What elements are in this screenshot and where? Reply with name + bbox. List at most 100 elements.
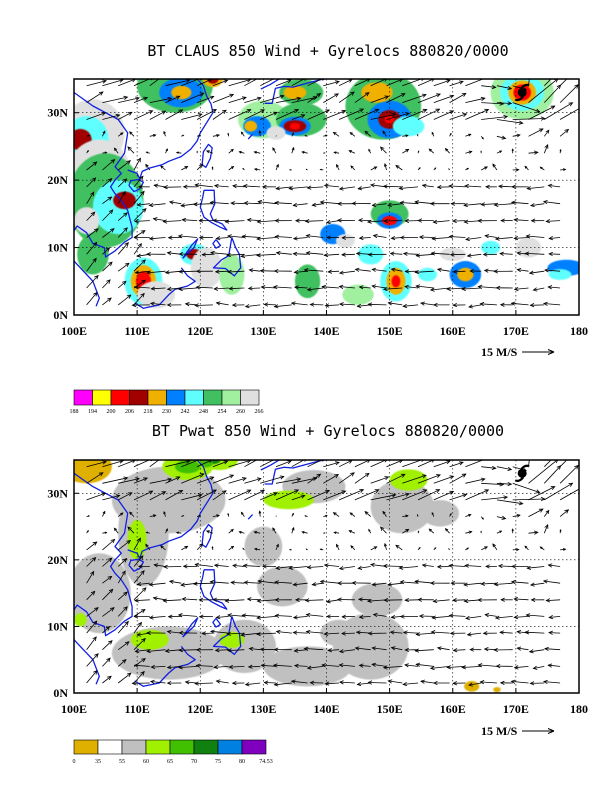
claus-wind-vector xyxy=(273,268,292,274)
claus-wind-vector xyxy=(209,200,229,205)
claus-wind-vector xyxy=(530,218,545,223)
claus-wind-vector xyxy=(226,234,245,239)
pwat-wind-vector xyxy=(480,530,482,534)
claus-wind-vector xyxy=(133,157,141,171)
pwat-wind-vector xyxy=(291,476,318,484)
claus-wind-vector xyxy=(428,148,435,154)
pwat-wind-vector xyxy=(382,563,403,569)
pwat-wind-vector xyxy=(214,648,229,653)
pwat-wind-vector xyxy=(323,563,340,568)
pwat-wind-vector xyxy=(433,490,455,501)
pwat-wind-vector xyxy=(257,579,277,584)
claus-coastline xyxy=(74,79,325,309)
pwat-wind-vector xyxy=(511,528,514,534)
claus-wind-vector xyxy=(417,167,421,171)
claus-wind-vector xyxy=(291,146,295,154)
pwat-wind-vector xyxy=(196,460,213,468)
claus-wind-vector xyxy=(496,119,524,125)
pwat-wind-vector xyxy=(228,477,247,484)
pwat-wind-vector xyxy=(244,477,262,484)
claus-wind-vector xyxy=(149,134,157,138)
pwat-wind-vector xyxy=(133,490,154,501)
claus-wind-vector xyxy=(370,166,378,171)
pwat-wind-vector xyxy=(133,637,146,650)
pwat-wind-vector xyxy=(463,582,482,587)
claus-wind-vector xyxy=(548,236,561,241)
claus-wind-vector xyxy=(275,109,300,120)
pwat-wind-vector xyxy=(292,630,308,635)
pwat-shaded-region xyxy=(244,526,283,567)
claus-wind-vector xyxy=(136,202,150,207)
pwat-wind-vector xyxy=(145,531,150,534)
pwat-wind-vector xyxy=(291,526,295,534)
claus-wind-vector xyxy=(304,219,324,224)
pwat-wind-vector xyxy=(118,460,136,468)
claus-wind-vector xyxy=(421,183,434,188)
pwat-wind-vector xyxy=(194,562,213,567)
pwat-wind-vector xyxy=(547,563,561,568)
pwat-wind-vector xyxy=(511,564,529,569)
claus-x-tick-label: 110E xyxy=(124,324,149,338)
pwat-wind-vector xyxy=(196,543,204,551)
pwat-wind-vector xyxy=(452,681,466,686)
claus-wind-vector xyxy=(420,301,434,306)
claus-wind-vector xyxy=(448,184,466,189)
pwat-wind-vector xyxy=(146,630,166,635)
claus-wind-vector xyxy=(337,201,355,206)
claus-wind-vector xyxy=(417,218,434,223)
pwat-wind-vector xyxy=(449,473,467,484)
claus-wind-vector xyxy=(86,112,107,120)
claus-wind-vector xyxy=(256,236,277,241)
claus-wind-vector xyxy=(338,270,355,275)
pwat-wind-vector xyxy=(244,682,261,687)
claus-shaded-region xyxy=(283,85,307,100)
claus-wind-vector xyxy=(195,269,213,274)
pwat-wind-vector xyxy=(301,531,308,534)
pwat-wind-vector xyxy=(288,549,292,551)
pwat-wind-vector xyxy=(258,510,262,517)
claus-wind-vector xyxy=(213,286,229,291)
claus-y-tick-label: 0N xyxy=(53,308,68,322)
pwat-wind-vector xyxy=(133,670,145,684)
pwat-wind-vector xyxy=(465,615,482,621)
claus-wind-vector xyxy=(542,301,561,306)
claus-colorbar-label: 206 xyxy=(125,409,134,415)
pwat-wind-vector xyxy=(274,580,292,585)
claus-wind-vector xyxy=(254,168,261,171)
pwat-wind-vector xyxy=(149,491,167,501)
pwat-wind-vector xyxy=(387,679,403,684)
pwat-wind-vector xyxy=(165,489,184,501)
claus-wind-vector xyxy=(224,219,245,224)
claus-wind-vector xyxy=(430,251,450,256)
pwat-wind-vector xyxy=(417,513,419,517)
pwat-wind-vector xyxy=(371,662,387,667)
claus-wind-vector xyxy=(429,201,450,206)
pwat-wind-vector xyxy=(528,460,559,484)
pwat-wind-vector xyxy=(464,563,482,568)
claus-wind-vector xyxy=(113,147,119,154)
pwat-wind-vector xyxy=(433,475,455,484)
pwat-colorbar-label: 35 xyxy=(95,759,101,765)
pwat-ref-label: 15 M/S xyxy=(481,724,518,738)
claus-wind-vector xyxy=(291,132,294,137)
claus-wind-vector xyxy=(196,95,215,103)
claus-wind-vector xyxy=(192,202,213,207)
claus-wind-vector xyxy=(477,284,497,289)
claus-wind-vector xyxy=(117,242,129,255)
pwat-wind-vector xyxy=(224,598,245,603)
pwat-x-tick-label: 160E xyxy=(440,702,466,716)
claus-wind-vector xyxy=(86,257,97,272)
pwat-wind-vector xyxy=(319,579,340,584)
pwat-wind-vector xyxy=(133,477,149,484)
pwat-wind-vector xyxy=(242,563,261,568)
pwat-wind-vector xyxy=(499,630,513,635)
pwat-wind-vector xyxy=(306,565,324,570)
claus-wind-vector xyxy=(387,202,403,208)
claus-wind-vector xyxy=(288,186,308,191)
claus-wind-vector xyxy=(166,302,182,308)
pwat-wind-vector xyxy=(496,481,513,487)
pwat-coastline-segment xyxy=(127,460,214,560)
claus-wind-vector xyxy=(291,96,318,103)
claus-wind-vector xyxy=(175,151,182,154)
pwat-wind-vector xyxy=(402,681,419,687)
